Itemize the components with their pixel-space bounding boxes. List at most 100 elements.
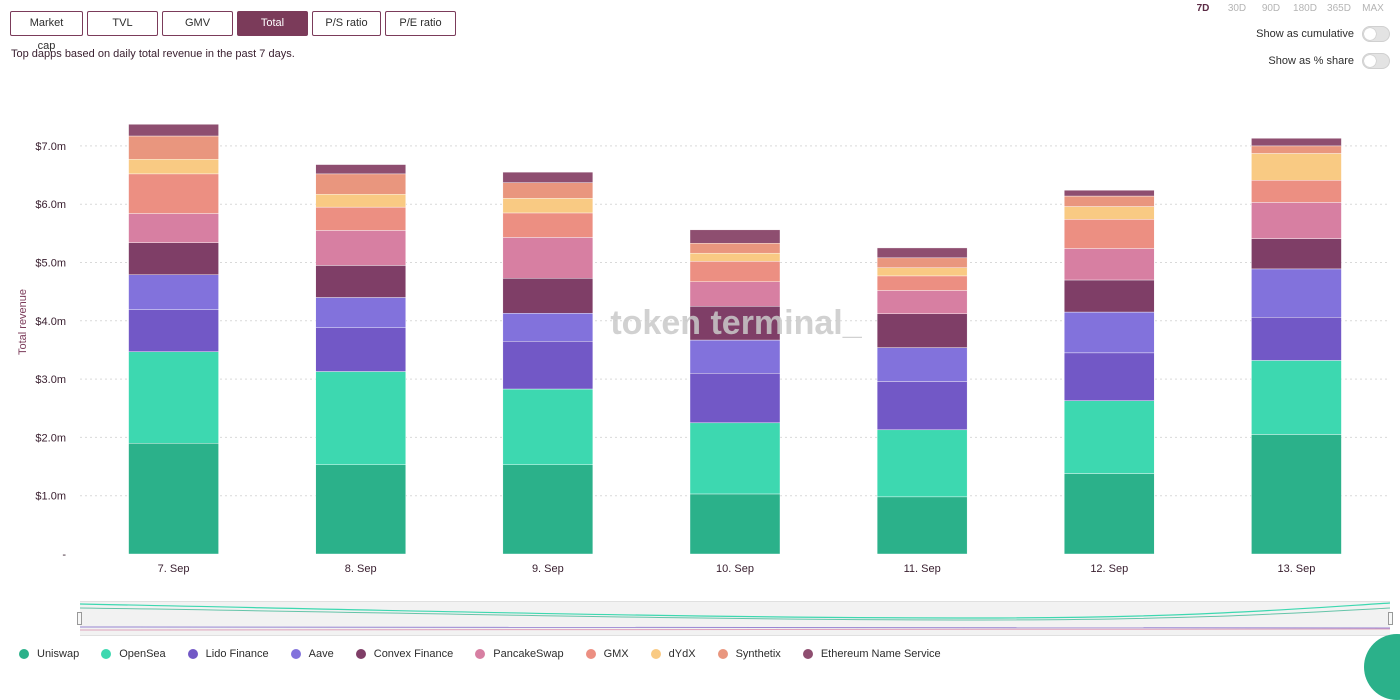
bar-segment[interactable] <box>1251 202 1342 239</box>
bar-segment[interactable] <box>1251 434 1342 555</box>
bar-segment[interactable] <box>689 252 781 262</box>
bar-segment[interactable] <box>1251 317 1342 361</box>
legend-item[interactable]: Aave <box>290 648 334 660</box>
legend-item[interactable]: OpenSea <box>101 648 166 660</box>
bar-segment[interactable] <box>1251 180 1342 203</box>
bar-segment[interactable] <box>315 173 406 195</box>
bar-segment[interactable] <box>876 496 968 555</box>
legend-item[interactable]: Lido Finance <box>187 648 269 660</box>
share-toggle[interactable] <box>1362 53 1390 69</box>
legend-item[interactable]: PancakeSwap <box>475 648 564 660</box>
tab-pe-ratio[interactable]: P/E ratio <box>385 11 456 36</box>
tab-ps-ratio[interactable]: P/S ratio <box>312 11 381 36</box>
range-max[interactable]: MAX <box>1362 3 1384 14</box>
bar-segment[interactable] <box>689 373 781 424</box>
help-chat-button[interactable] <box>1364 634 1400 700</box>
bar-segment[interactable] <box>128 159 219 175</box>
bar-segment[interactable] <box>689 281 781 307</box>
bar-segment[interactable] <box>315 206 406 231</box>
legend-swatch <box>187 649 198 659</box>
bar-segment[interactable] <box>502 341 594 390</box>
bar-segment[interactable] <box>315 230 406 266</box>
legend-item[interactable]: dYdX <box>650 648 696 660</box>
x-tick-label: 13. Sep <box>1277 563 1315 575</box>
bar-segment[interactable] <box>315 327 406 372</box>
bar-segment[interactable] <box>876 247 968 259</box>
bar-segment[interactable] <box>1064 190 1155 197</box>
legend-item[interactable]: Ethereum Name Service <box>802 648 941 660</box>
legend-item[interactable]: GMX <box>585 648 629 660</box>
cumulative-toggle[interactable] <box>1362 26 1390 42</box>
bar-segment[interactable] <box>502 464 594 555</box>
bar-segment[interactable] <box>502 237 594 279</box>
bar-segment[interactable] <box>876 267 968 277</box>
bar-segment[interactable] <box>1251 138 1342 147</box>
bar-segment[interactable] <box>128 274 219 310</box>
bar-segment[interactable] <box>689 261 781 282</box>
bar-segment[interactable] <box>689 229 781 244</box>
range-30d[interactable]: 30D <box>1227 3 1247 14</box>
bar-segment[interactable] <box>315 164 406 175</box>
legend-item[interactable]: Synthetix <box>717 648 781 660</box>
bar-segment[interactable] <box>1064 352 1155 401</box>
bar-segment[interactable] <box>876 275 968 291</box>
bar-segment[interactable] <box>502 212 594 238</box>
bar-segment[interactable] <box>128 124 219 137</box>
bar-segment[interactable] <box>1251 360 1342 435</box>
range-90d[interactable]: 90D <box>1261 3 1281 14</box>
legend-item[interactable]: Convex Finance <box>355 648 453 660</box>
bar-segment[interactable] <box>128 309 219 352</box>
bar-segment[interactable] <box>128 135 219 160</box>
legend-item[interactable]: Uniswap <box>19 648 79 660</box>
navigator-right-handle[interactable] <box>1388 612 1393 625</box>
bar-segment[interactable] <box>689 243 781 254</box>
range-navigator[interactable] <box>77 601 1393 636</box>
tab-gmv[interactable]: GMV <box>162 11 233 36</box>
bar-segment[interactable] <box>1064 311 1155 354</box>
navigator-left-handle[interactable] <box>77 612 82 625</box>
tab-market-cap[interactable]: Market cap <box>10 11 83 52</box>
bar-segment[interactable] <box>128 213 219 243</box>
bar-segment[interactable] <box>1251 145 1342 154</box>
bar-segment[interactable] <box>1251 153 1342 181</box>
tab-total-revenue[interactable]: Total revenue <box>237 11 308 52</box>
bar-segment[interactable] <box>128 242 219 275</box>
bar-segment[interactable] <box>876 257 968 268</box>
bar-segment[interactable] <box>315 265 406 298</box>
bar-segment[interactable] <box>689 422 781 495</box>
bar-segment[interactable] <box>128 173 219 214</box>
range-365d[interactable]: 365D <box>1327 3 1351 14</box>
bar-segment[interactable] <box>689 493 781 555</box>
bar-segment[interactable] <box>1064 206 1155 220</box>
bar-segment[interactable] <box>315 297 406 328</box>
bar-segment[interactable] <box>876 313 968 348</box>
bar-segment[interactable] <box>502 313 594 342</box>
bar-segment[interactable] <box>1064 400 1155 474</box>
bar-segment[interactable] <box>315 194 406 208</box>
bar-segment[interactable] <box>1064 195 1155 207</box>
bar-segment[interactable] <box>502 388 594 466</box>
bar-segment[interactable] <box>128 443 219 555</box>
range-7d[interactable]: 7D <box>1196 3 1210 14</box>
bar-segment[interactable] <box>876 290 968 315</box>
bar-segment[interactable] <box>502 278 594 314</box>
bar-segment[interactable] <box>876 429 968 498</box>
range-180d[interactable]: 180D <box>1293 3 1317 14</box>
bar-segment[interactable] <box>689 306 781 341</box>
bar-segment[interactable] <box>315 371 406 466</box>
tab-tvl[interactable]: TVL <box>87 11 158 36</box>
bar-segment[interactable] <box>689 339 781 374</box>
bar-segment[interactable] <box>128 351 219 444</box>
bar-segment[interactable] <box>876 381 968 431</box>
bar-segment[interactable] <box>502 182 594 199</box>
bar-segment[interactable] <box>315 464 406 555</box>
bar-segment[interactable] <box>1064 473 1155 555</box>
bar-segment[interactable] <box>876 347 968 382</box>
bar-segment[interactable] <box>1064 219 1155 249</box>
bar-segment[interactable] <box>1251 238 1342 270</box>
bar-segment[interactable] <box>502 198 594 214</box>
bar-segment[interactable] <box>1064 279 1155 313</box>
bar-segment[interactable] <box>1251 268 1342 318</box>
bar-segment[interactable] <box>1064 248 1155 281</box>
bar-segment[interactable] <box>502 171 594 183</box>
